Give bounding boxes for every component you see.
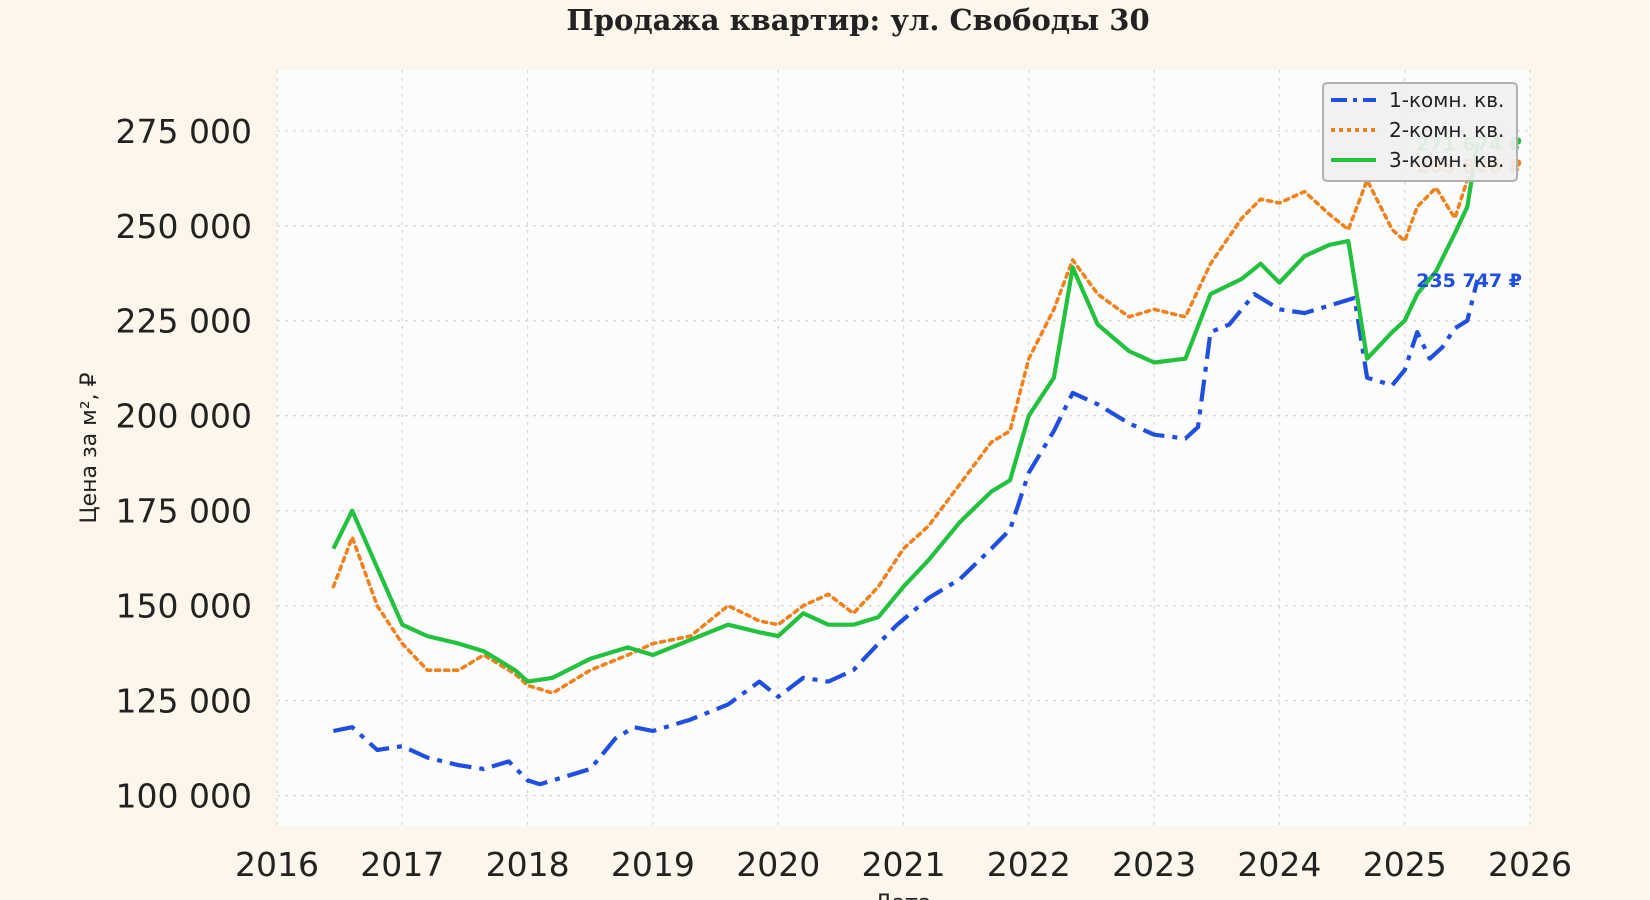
legend-label-2-room: 2-комн. кв. (1389, 118, 1504, 142)
x-tick-label: 2021 (862, 845, 946, 884)
x-axis-ticks: 2016 2017 2018 2019 2020 2021 2022 2023 2024 2025… (235, 845, 1572, 884)
series-line-1-room (332, 279, 1480, 787)
chart-legend: 1-комн. кв. 2-комн. кв. 3-комн. кв. (1322, 82, 1518, 182)
y-tick-label: 225 000 (116, 302, 252, 341)
series-lines (331, 143, 1480, 787)
x-tick-label: 2018 (486, 845, 570, 884)
legend-box (1322, 82, 1518, 182)
series-line-2-room (331, 163, 1480, 695)
legend-label-1-room: 1-комн. кв. (1389, 88, 1504, 112)
x-tick-label: 2016 (235, 845, 319, 884)
x-tick-label: 2022 (987, 845, 1071, 884)
y-tick-label: 150 000 (116, 587, 252, 626)
x-tick-label: 2023 (1112, 845, 1196, 884)
y-tick-label: 275 000 (116, 112, 252, 151)
y-axis-label: Цена за м², ₽ (77, 372, 102, 523)
end-value-label-1-room: 235 747 ₽ (1416, 270, 1522, 292)
grid-lines (276, 70, 1531, 826)
series-line-3-room (331, 143, 1480, 684)
legend-label-3-room: 3-комн. кв. (1389, 148, 1504, 172)
chart-title: Продажа квартир: ул. Свободы 30 (566, 3, 1149, 37)
x-tick-label: 2026 (1488, 845, 1572, 884)
x-tick-label: 2024 (1237, 845, 1321, 884)
x-tick-label: 2019 (611, 845, 695, 884)
x-tick-label: 2025 (1363, 845, 1447, 884)
y-axis-ticks: 100 000 125 000 150 000 175 000 200 000 225 0… (116, 112, 252, 816)
y-tick-label: 125 000 (116, 682, 252, 721)
x-axis-label: Дата (875, 891, 932, 900)
y-tick-label: 200 000 (116, 397, 252, 436)
x-tick-label: 2017 (360, 845, 444, 884)
y-tick-label: 250 000 (116, 207, 252, 246)
y-tick-label: 175 000 (116, 492, 252, 531)
x-tick-label: 2020 (736, 845, 820, 884)
y-tick-label: 100 000 (116, 777, 252, 816)
